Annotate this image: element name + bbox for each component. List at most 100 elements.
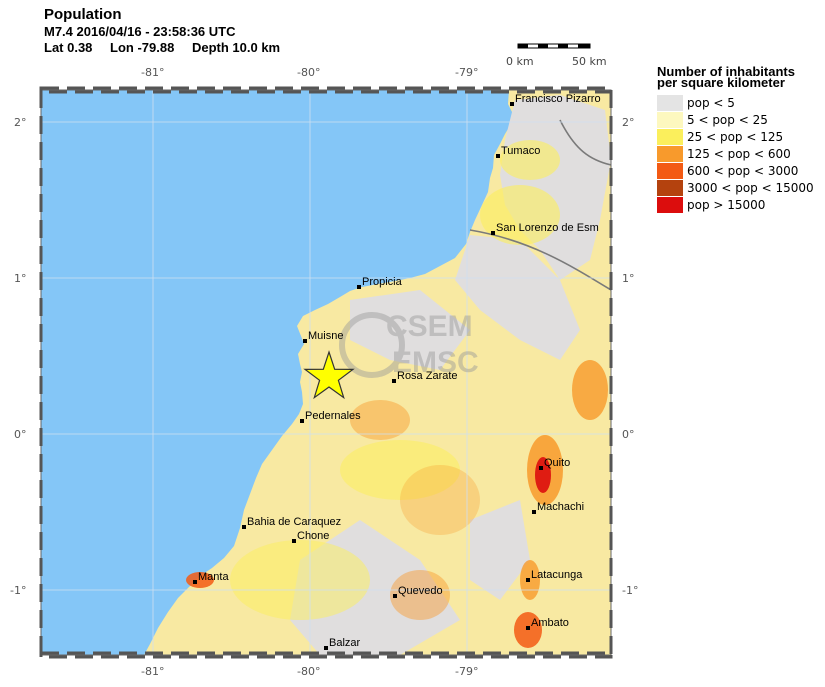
event-longitude: Lon -79.88 xyxy=(110,40,175,55)
city-dot xyxy=(300,419,304,423)
legend-swatch xyxy=(657,94,683,111)
lat-tick-left: -1° xyxy=(10,584,26,597)
legend-item: 5 < pop < 25 xyxy=(657,111,825,128)
lon-tick-bottom: -79° xyxy=(455,665,478,678)
legend-item: pop < 5 xyxy=(657,94,825,111)
lon-axis-bottom: -81° -80° -79° xyxy=(141,665,478,678)
epicenter-star-icon[interactable] xyxy=(303,350,355,400)
lat-tick-right: 2° xyxy=(622,116,635,129)
city-dot xyxy=(292,539,296,543)
watermark-line2: EMSC xyxy=(392,346,479,379)
legend-swatch xyxy=(657,179,683,196)
city-label: Propicia xyxy=(362,276,403,288)
city-dot xyxy=(392,379,396,383)
lon-tick-bottom: -81° xyxy=(141,665,164,678)
city-dot xyxy=(526,578,530,582)
city-marker: Balzar xyxy=(324,637,361,650)
legend-swatch xyxy=(657,111,683,128)
legend-item: 3000 < pop < 15000 xyxy=(657,179,825,196)
legend-label: pop < 5 xyxy=(687,95,735,110)
lon-tick-top: -81° xyxy=(141,66,164,79)
city-marker: Chone xyxy=(292,530,329,543)
city-label: Machachi xyxy=(537,501,584,513)
city-dot xyxy=(491,231,495,235)
city-label: Muisne xyxy=(308,330,343,342)
city-marker: Rosa Zarate xyxy=(392,370,458,383)
legend-item: 125 < pop < 600 xyxy=(657,145,825,162)
csem-emsc-watermark: CSEM EMSC xyxy=(339,310,479,379)
legend-label: 25 < pop < 125 xyxy=(687,129,784,144)
city-label: Chone xyxy=(297,530,329,542)
event-location: Lat 0.38 Lon -79.88 Depth 10.0 km xyxy=(44,41,294,55)
legend-swatch xyxy=(657,196,683,213)
city-marker: Propicia xyxy=(357,276,403,289)
lat-axis-right: 2° 1° 0° -1° xyxy=(622,116,638,597)
map-title: Population xyxy=(44,6,122,23)
lat-tick-right: -1° xyxy=(622,584,638,597)
city-marker: San Lorenzo de Esm xyxy=(491,222,599,235)
lon-tick-bottom: -80° xyxy=(297,665,320,678)
lon-axis-top: -81° -80° -79° xyxy=(141,66,478,79)
city-dot xyxy=(526,626,530,630)
city-dot xyxy=(242,525,246,529)
city-label: Quevedo xyxy=(398,585,443,597)
population-clusters xyxy=(186,140,608,648)
legend-item: 25 < pop < 125 xyxy=(657,128,825,145)
city-label: Francisco Pizarro xyxy=(515,93,601,105)
event-depth: Depth 10.0 km xyxy=(191,40,281,55)
city-label: Quito xyxy=(544,457,570,469)
lat-tick-right: 0° xyxy=(622,428,635,441)
city-marker: Muisne xyxy=(303,330,343,343)
legend-label: 5 < pop < 25 xyxy=(687,112,768,127)
city-marker: Quito xyxy=(539,457,570,470)
scale-bar: 0 km 50 km xyxy=(506,43,607,68)
legend-swatch xyxy=(657,128,683,145)
lon-tick-top: -80° xyxy=(297,66,320,79)
lon-tick-top: -79° xyxy=(455,66,478,79)
city-label: Balzar xyxy=(329,637,361,649)
city-dot xyxy=(303,339,307,343)
legend-label: 3000 < pop < 15000 xyxy=(687,180,814,195)
lat-axis-left: 2° 1° 0° -1° xyxy=(10,116,27,597)
legend-title: Number of inhabitants per square kilomet… xyxy=(657,64,825,90)
legend-title-line1: Number of inhabitants xyxy=(657,64,795,79)
city-dot xyxy=(357,285,361,289)
scale-left-label: 0 km xyxy=(506,55,534,68)
city-marker: Latacunga xyxy=(526,569,583,582)
city-label: Manta xyxy=(198,571,229,583)
map-frame xyxy=(39,86,613,659)
city-label: Bahia de Caraquez xyxy=(247,516,341,528)
city-marker: Quevedo xyxy=(393,585,443,598)
lat-tick-left: 1° xyxy=(14,272,27,285)
city-dot xyxy=(539,466,543,470)
map-area[interactable]: CSEM EMSC Francisco Pizarro Tumaco San Lor… xyxy=(41,90,611,655)
legend-item: pop > 15000 xyxy=(657,196,825,213)
city-marker: Tumaco xyxy=(496,145,540,158)
lat-tick-left: 0° xyxy=(14,428,27,441)
legend-label: pop > 15000 xyxy=(687,197,766,212)
legend-label: 125 < pop < 600 xyxy=(687,146,791,161)
city-label: Ambato xyxy=(531,617,569,629)
city-dot xyxy=(324,646,328,650)
city-dot xyxy=(193,580,197,584)
watermark-line1: CSEM xyxy=(386,310,473,343)
legend-swatch xyxy=(657,145,683,162)
city-dot xyxy=(532,510,536,514)
legend-items: pop < 5 5 < pop < 25 25 < pop < 125 125 < p… xyxy=(657,94,825,213)
roads xyxy=(469,119,611,291)
city-marker: Ambato xyxy=(526,617,569,630)
city-label: Pedernales xyxy=(305,410,361,422)
lat-tick-right: 1° xyxy=(622,272,635,285)
population-legend: Number of inhabitants per square kilomet… xyxy=(657,64,825,213)
city-markers: Francisco Pizarro Tumaco San Lorenzo de Es… xyxy=(193,93,601,650)
graticule xyxy=(41,90,611,655)
city-marker: Machachi xyxy=(532,501,584,514)
city-dot xyxy=(393,594,397,598)
legend-title-line2: per square kilometer xyxy=(657,75,785,90)
city-marker: Francisco Pizarro xyxy=(510,93,601,106)
scale-right-label: 50 km xyxy=(572,55,607,68)
event-info: M7.4 2016/04/16 - 23:58:36 UTC xyxy=(44,24,236,39)
event-latitude: Lat 0.38 xyxy=(44,40,93,55)
city-label: Latacunga xyxy=(531,569,583,581)
